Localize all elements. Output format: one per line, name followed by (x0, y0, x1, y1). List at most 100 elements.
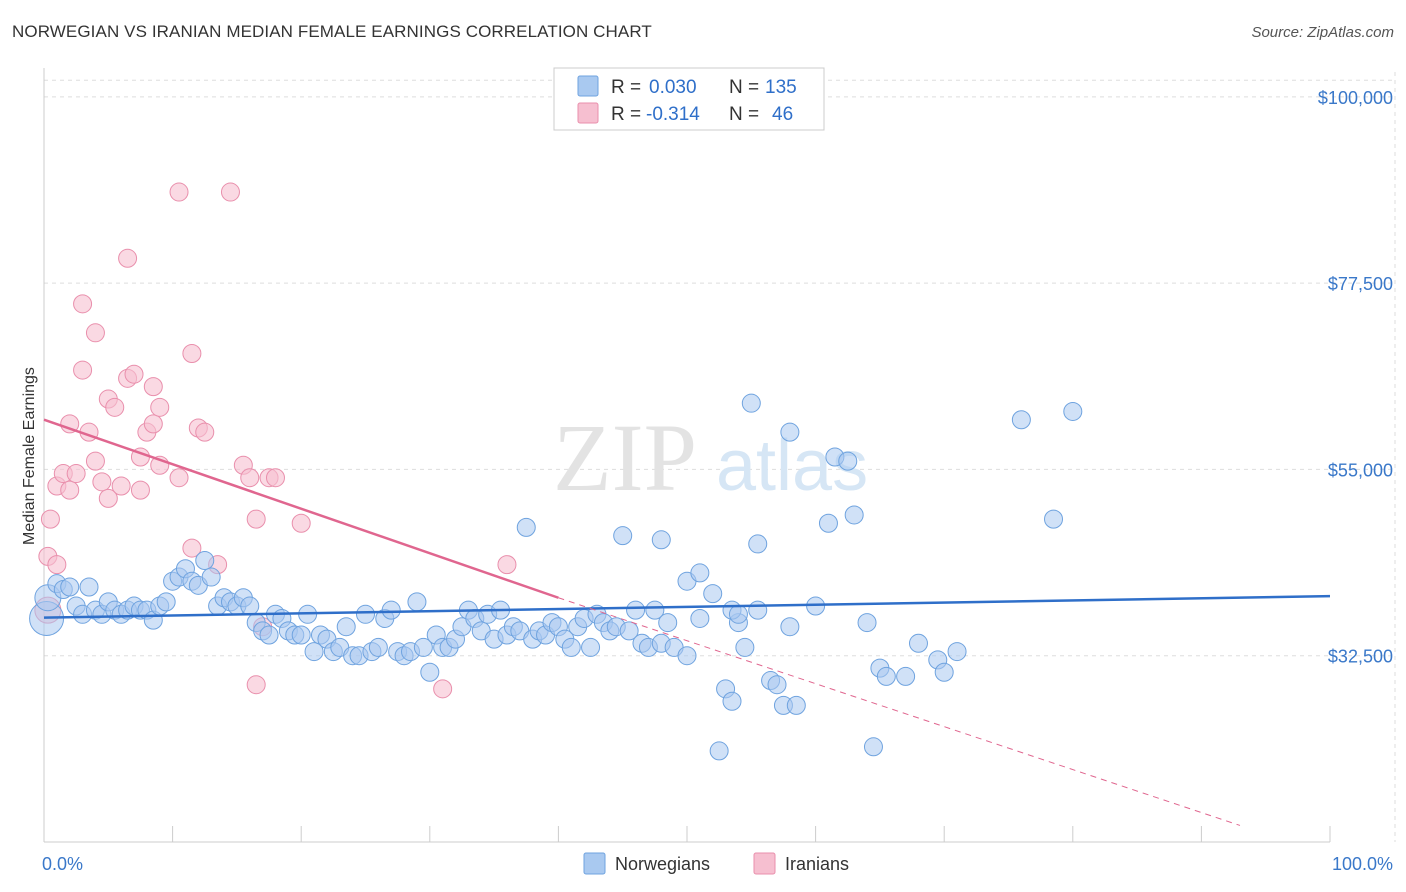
y-tick-label-2: $77,500 (1328, 274, 1393, 294)
y-tick-label-0: $32,500 (1328, 647, 1393, 667)
legend-n-value-2: 46 (772, 104, 793, 125)
iranian-point (40, 509, 60, 529)
norwegian-point (368, 637, 388, 657)
chart-title: NORWEGIAN VS IRANIAN MEDIAN FEMALE EARNI… (12, 22, 652, 41)
norwegian-point (156, 592, 176, 612)
watermark: ZIP atlas (553, 404, 868, 511)
norwegian-point (626, 600, 646, 620)
x-tick-labels: 0.0% 100.0% (42, 854, 1393, 874)
iranian-point (265, 468, 285, 488)
norwegian-point (356, 604, 375, 624)
x-tick-label-0: 0.0% (42, 854, 83, 874)
norwegian-point (703, 584, 723, 604)
norwegian-point (381, 600, 401, 620)
bottom-legend-label-iranians: Iranians (785, 854, 849, 874)
norwegian-point (413, 637, 433, 657)
bottom-legend: Norwegians Iranians (583, 852, 849, 875)
iranian-point (73, 294, 93, 314)
norwegian-point (767, 675, 787, 695)
iranian-point (118, 248, 138, 268)
norwegian-point (947, 642, 967, 662)
norwegian-point (838, 451, 858, 471)
iranian-point (66, 464, 86, 484)
legend-n-label-1: N = (729, 77, 759, 98)
legend-swatch-norwegians (577, 75, 599, 97)
norwegian-point (516, 517, 536, 537)
norwegian-point (619, 621, 639, 641)
norwegian-point (844, 505, 864, 525)
norwegian-point (780, 422, 800, 442)
legend-r-value-1: 0.030 (649, 77, 697, 98)
iranian-point (143, 377, 163, 397)
iranian-point (246, 509, 266, 529)
norwegian-point (690, 563, 710, 583)
legend-n-value-1: 135 (765, 77, 797, 98)
legend-n-label-2: N = (729, 104, 759, 125)
norwegian-point (201, 567, 221, 587)
iranian-point (105, 397, 125, 417)
axes (43, 68, 1331, 843)
y-axis-label: Median Female Earnings (21, 367, 38, 545)
norwegian-point (690, 608, 710, 628)
iranian-point (150, 397, 170, 417)
y-tick-labels: $32,500 $55,000 $77,500 $100,000 (1318, 88, 1393, 667)
norwegian-point (677, 646, 697, 666)
iranian-point (143, 414, 163, 434)
norwegian-point (407, 592, 427, 612)
iranian-trend-line (43, 418, 559, 599)
norwegian-point (818, 513, 838, 533)
y-tick-label-1: $55,000 (1328, 460, 1393, 480)
norwegian-point (304, 642, 324, 662)
iranian-point (220, 182, 240, 202)
iranian-point (130, 480, 150, 500)
legend-r-label-2: R = (611, 104, 641, 125)
legend-r-label-1: R = (611, 77, 641, 98)
iranian-point (182, 344, 202, 364)
norwegian-point (876, 666, 896, 686)
iranian-point (73, 360, 93, 380)
norwegian-point (561, 637, 581, 657)
trend-lines (43, 418, 1331, 826)
norwegian-point (780, 617, 800, 637)
iranian-point (195, 422, 215, 442)
iranian-point (85, 451, 105, 471)
norwegian-point (79, 577, 99, 597)
norwegian-point (1063, 401, 1083, 421)
bottom-legend-swatch-iranians (753, 852, 776, 875)
iranian-point (92, 472, 112, 492)
iranian-point (85, 323, 105, 343)
norwegian-point (420, 662, 440, 682)
norwegian-point (709, 741, 729, 761)
bottom-legend-label-norwegians: Norwegians (615, 854, 710, 874)
iranian-point (169, 468, 189, 488)
norwegian-point (748, 534, 768, 554)
iranian-trend-extension (558, 597, 1241, 826)
norwegian-point (60, 577, 80, 597)
norwegian-point (728, 604, 748, 624)
norwegian-point (1044, 509, 1064, 529)
iranian-point (111, 476, 131, 496)
norwegian-point (658, 613, 678, 633)
iranian-point (98, 488, 118, 508)
norwegian-point (291, 625, 311, 645)
iranian-point (291, 513, 311, 533)
norwegian-point (735, 637, 755, 657)
y-tick-label-3: $100,000 (1318, 88, 1393, 108)
norwegian-trend-line (43, 594, 1331, 619)
norwegian-point (857, 613, 877, 633)
iranian-point (182, 538, 202, 558)
norwegian-point (863, 737, 883, 757)
iranian-point (47, 555, 67, 575)
iranian-point (169, 182, 189, 202)
iranian-point (60, 480, 80, 500)
iranian-point (497, 555, 517, 575)
iranian-point (246, 675, 266, 695)
norwegian-point (645, 600, 665, 620)
norwegian-point (896, 666, 916, 686)
norwegian-point (1011, 410, 1031, 430)
iranian-point (124, 364, 144, 384)
norwegian-point (741, 393, 761, 413)
norwegian-point (908, 633, 928, 653)
x-tick-label-1: 100.0% (1332, 854, 1393, 874)
